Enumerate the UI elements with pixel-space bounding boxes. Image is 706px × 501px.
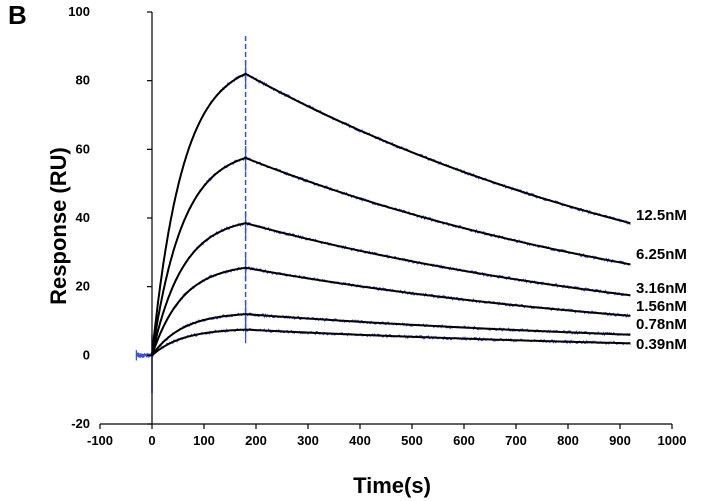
x-tick-label: 500	[401, 433, 423, 448]
x-tick-label: 600	[453, 433, 475, 448]
x-tick-label: 1000	[658, 433, 687, 448]
x-tick-label: 800	[557, 433, 579, 448]
series-label: 0.39nM	[636, 336, 687, 353]
data-trace	[135, 73, 631, 358]
y-tick-label: 0	[83, 347, 90, 362]
x-tick-label: -100	[87, 433, 113, 448]
panel-label: B	[8, 0, 27, 30]
x-tick-label: 300	[297, 433, 319, 448]
x-tick-label: 900	[609, 433, 631, 448]
y-tick-label: 100	[68, 4, 90, 19]
axes	[99, 11, 673, 429]
fit-curve	[151, 156, 631, 356]
series-label: 3.16nM	[636, 280, 687, 297]
y-tick-label: 20	[76, 279, 90, 294]
fit-curve	[151, 266, 631, 356]
series-label: 1.56nM	[636, 298, 687, 315]
y-axis-title: Response (RU)	[46, 147, 71, 305]
x-tick-label: 100	[193, 433, 215, 448]
fit-curve	[151, 328, 631, 357]
y-tick-label: 40	[76, 210, 90, 225]
series-label: 0.78nM	[636, 316, 687, 333]
y-tick-label: 60	[76, 141, 90, 156]
x-tick-label: 400	[349, 433, 371, 448]
fit-curve	[151, 222, 631, 356]
series-label: 12.5nM	[636, 207, 687, 224]
fit-curve	[151, 72, 631, 356]
x-tick-label: 200	[245, 433, 267, 448]
y-tick-label: 80	[76, 73, 90, 88]
data-trace	[135, 266, 631, 358]
series-label: 6.25nM	[636, 246, 687, 263]
fit-curves	[151, 72, 631, 357]
x-axis-title: Time(s)	[353, 473, 431, 498]
x-tick-label: 0	[148, 433, 155, 448]
y-tick-label: -20	[71, 416, 90, 431]
data-traces	[135, 36, 631, 394]
fit-curve	[151, 313, 631, 356]
x-tick-label: 700	[505, 433, 527, 448]
labels: -20 0 20 40 60 80 100 -100 0 100 200 300 400 500 600 70…	[46, 4, 687, 498]
